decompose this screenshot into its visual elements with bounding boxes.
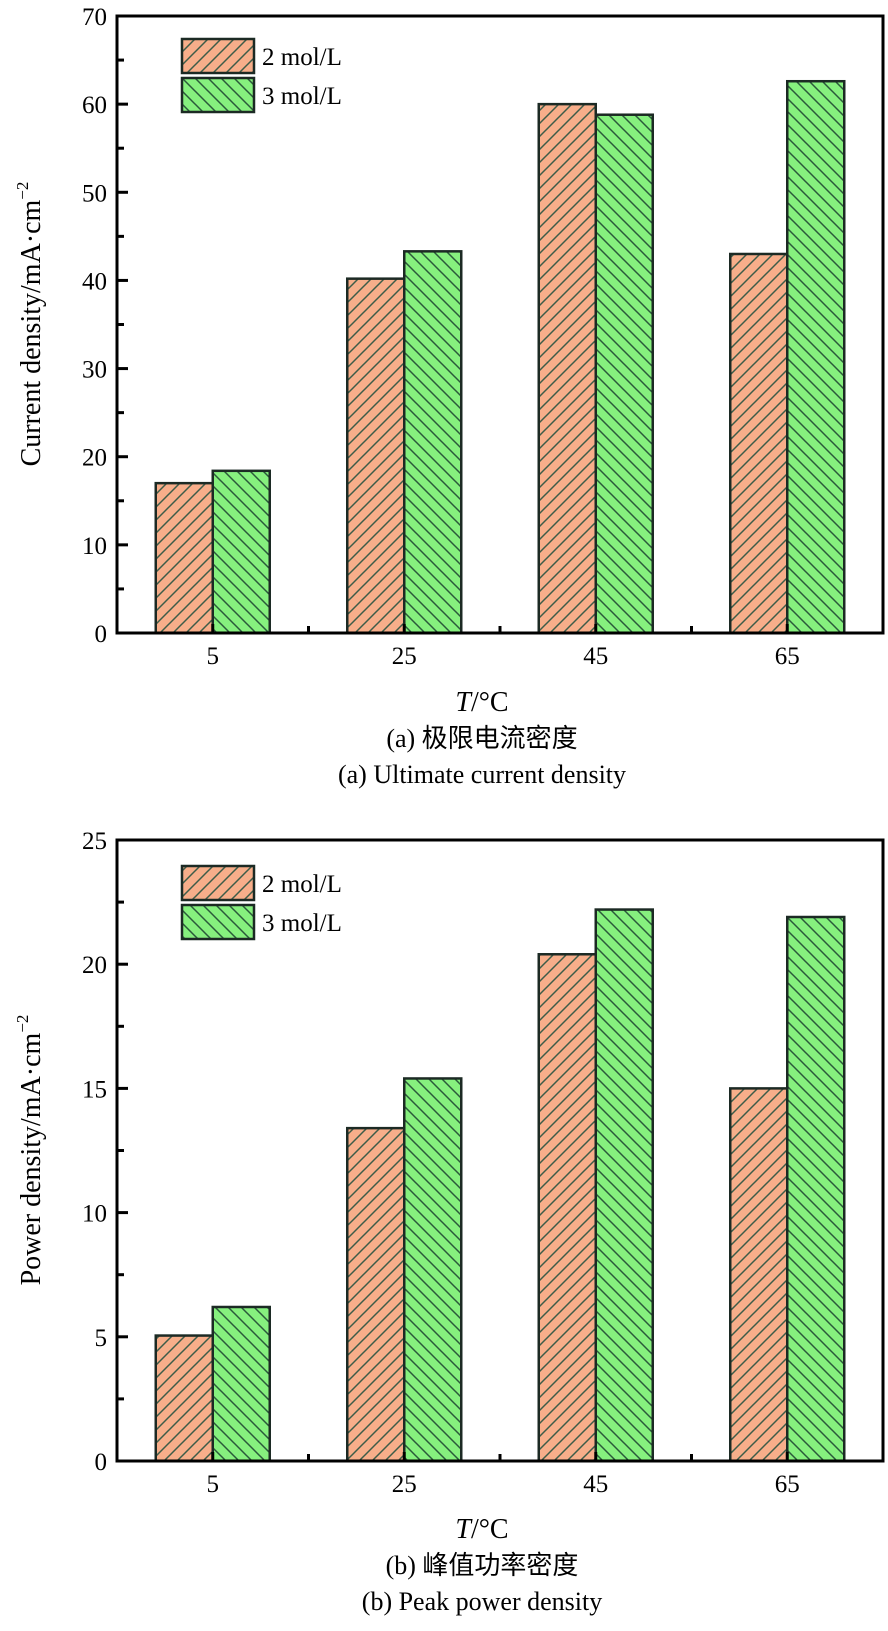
caption-en-a: (a) Ultimate current density	[338, 760, 626, 789]
bar-2molL-65	[729, 252, 789, 635]
y-tick-label: 10	[82, 1201, 107, 1228]
legend-a: 2 mol/L 3 mol/L	[180, 37, 342, 114]
bar-2molL-65	[729, 1087, 789, 1463]
bar-2molL-25	[346, 277, 406, 635]
x-tick-label: 25	[392, 1471, 417, 1498]
y-tick-label: 70	[82, 4, 107, 31]
x-tick-label: 5	[207, 1471, 220, 1498]
x-tick-label: 25	[392, 643, 417, 670]
y-tick-label: 20	[82, 445, 107, 472]
x-tick-label: 45	[583, 643, 608, 670]
y-tick-label: 5	[95, 1325, 108, 1352]
x-tick-label: 45	[583, 1471, 608, 1498]
legend-b: 2 mol/L 3 mol/L	[180, 864, 342, 941]
legend-label: 2 mol/L	[262, 44, 342, 71]
legend-label: 3 mol/L	[262, 910, 342, 937]
bar-3molL-5	[211, 469, 271, 635]
bars-b	[154, 908, 846, 1463]
y-tick-label: 40	[82, 268, 107, 295]
y-tick-label: 50	[82, 180, 107, 207]
bar-2molL-25	[346, 1126, 406, 1463]
bar-2molL-5	[154, 1334, 214, 1463]
bar-3molL-65	[786, 79, 846, 635]
x-tick-label: 5	[207, 643, 220, 670]
y-tick-label: 0	[95, 621, 108, 648]
legend-swatch-2molL	[180, 37, 256, 75]
legend-swatch-3molL	[180, 76, 256, 114]
axes-a: 0 10 20 30 40 50 60 70 5 25 45 65	[82, 4, 885, 670]
y-tick-label: 10	[82, 533, 107, 560]
x-tick-label: 65	[775, 643, 800, 670]
y-tick-label: 60	[82, 92, 107, 119]
legend-swatch-2molL	[180, 864, 256, 902]
caption-en-b: (b) Peak power density	[362, 1587, 602, 1616]
legend-label: 3 mol/L	[262, 83, 342, 110]
bar-2molL-45	[537, 102, 597, 635]
bar-3molL-45	[594, 908, 654, 1463]
axes-b: 0 5 10 15 20 25 5 25 45 65	[82, 828, 885, 1498]
legend-label: 2 mol/L	[262, 871, 342, 898]
bar-3molL-45	[594, 113, 654, 635]
x-axis-title-b: T/°C	[455, 1514, 508, 1545]
legend-swatch-3molL	[180, 903, 256, 941]
bar-2molL-45	[537, 953, 597, 1463]
bar-3molL-65	[786, 915, 846, 1463]
caption-cn-b: (b) 峰值功率密度	[386, 1551, 579, 1580]
x-tick-label: 65	[775, 1471, 800, 1498]
bar-3molL-25	[403, 250, 463, 635]
bar-3molL-5	[211, 1305, 271, 1463]
x-axis-title-a: T/°C	[455, 687, 508, 718]
bars-a	[154, 79, 846, 635]
bar-2molL-5	[154, 481, 214, 635]
chart-panel-a: 0 10 20 30 40 50 60 70 5 25 45 65 2 mol/L 3 mol/L Cu…	[13, 4, 885, 789]
y-tick-label: 20	[82, 952, 107, 979]
chart-panel-b: 0 5 10 15 20 25 5 25 45 65 2 mol/L 3 mol/L Power d…	[13, 828, 885, 1616]
y-axis-title-b: Power density/mA·cm−2	[13, 1015, 47, 1286]
y-tick-label: 30	[82, 357, 107, 384]
y-axis-title-a: Current density/mA·cm−2	[13, 182, 47, 467]
y-tick-label: 0	[95, 1449, 108, 1476]
y-tick-label: 25	[82, 828, 107, 855]
bar-3molL-25	[403, 1077, 463, 1463]
y-tick-label: 15	[82, 1076, 107, 1103]
caption-cn-a: (a) 极限电流密度	[386, 724, 577, 753]
